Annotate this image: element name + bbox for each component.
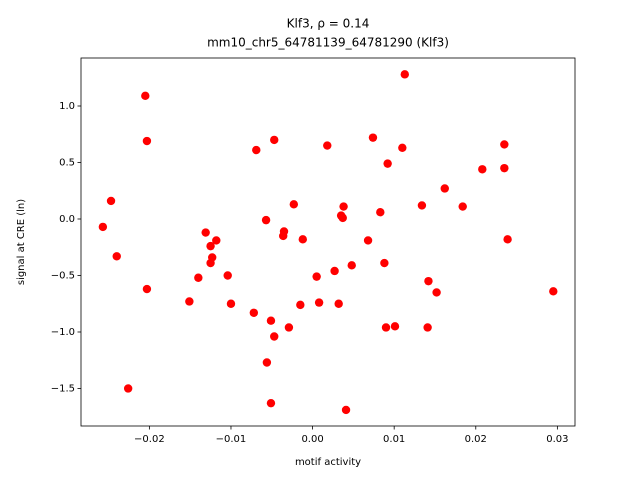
point <box>112 252 121 261</box>
point <box>123 384 133 393</box>
chart-subtitle: mm10_chr5_64781139_64781290 (Klf3) <box>207 36 449 50</box>
y-tick-label: 0.5 <box>59 157 75 168</box>
y-tick-label: −1.0 <box>51 327 75 338</box>
point <box>279 227 289 236</box>
point <box>338 213 347 223</box>
point <box>503 235 512 244</box>
point <box>270 135 279 145</box>
point <box>500 140 509 149</box>
point <box>478 165 487 174</box>
point <box>368 133 378 142</box>
point <box>289 200 299 209</box>
point <box>363 236 373 245</box>
point <box>339 202 348 211</box>
point <box>458 202 467 211</box>
point <box>223 271 232 280</box>
x-tick-label: 0.02 <box>465 434 487 445</box>
point <box>298 235 307 244</box>
point <box>347 261 356 270</box>
y-axis-label: signal at CRE (ln) <box>16 199 27 285</box>
point <box>440 184 449 193</box>
plot-frame <box>80 57 576 427</box>
point <box>296 300 305 310</box>
x-tick-label: −0.01 <box>216 434 247 445</box>
point <box>381 323 391 332</box>
point <box>432 288 441 297</box>
point <box>226 299 236 308</box>
chart-title: Klf3, ρ = 0.14 <box>287 17 370 31</box>
point <box>314 298 324 307</box>
x-axis-label: motif activity <box>295 457 361 468</box>
point <box>249 308 259 317</box>
point <box>500 163 509 173</box>
point <box>98 222 108 232</box>
point <box>312 272 321 281</box>
point <box>424 276 433 286</box>
y-tick-label: −1.5 <box>51 383 75 394</box>
point <box>549 287 558 296</box>
point <box>284 323 294 332</box>
point <box>142 284 152 294</box>
point <box>383 159 392 168</box>
point <box>141 91 150 101</box>
point <box>142 136 152 146</box>
point <box>206 241 215 251</box>
point <box>212 236 221 245</box>
x-tick-label: 0.00 <box>301 434 323 445</box>
point <box>252 145 261 155</box>
point <box>423 323 432 332</box>
point <box>266 316 276 325</box>
point <box>417 201 427 210</box>
point <box>341 405 351 415</box>
point <box>185 297 194 306</box>
x-tick-label: −0.02 <box>134 434 165 445</box>
point <box>206 258 215 268</box>
point <box>262 358 272 367</box>
point <box>261 215 271 225</box>
point <box>334 299 343 308</box>
point <box>330 266 339 276</box>
point <box>194 273 203 282</box>
point <box>380 258 389 268</box>
point <box>390 322 400 331</box>
x-tick-label: 0.03 <box>546 434 568 445</box>
point <box>400 70 409 79</box>
point <box>398 143 407 153</box>
point <box>266 398 276 408</box>
x-tick-label: 0.01 <box>383 434 405 445</box>
point <box>270 332 279 341</box>
y-tick-label: 0.0 <box>59 214 75 225</box>
y-tick-label: 1.0 <box>59 101 75 112</box>
point <box>201 228 210 237</box>
point <box>323 141 332 150</box>
point <box>106 196 116 206</box>
y-tick-label: −0.5 <box>51 270 75 281</box>
point <box>376 208 385 217</box>
